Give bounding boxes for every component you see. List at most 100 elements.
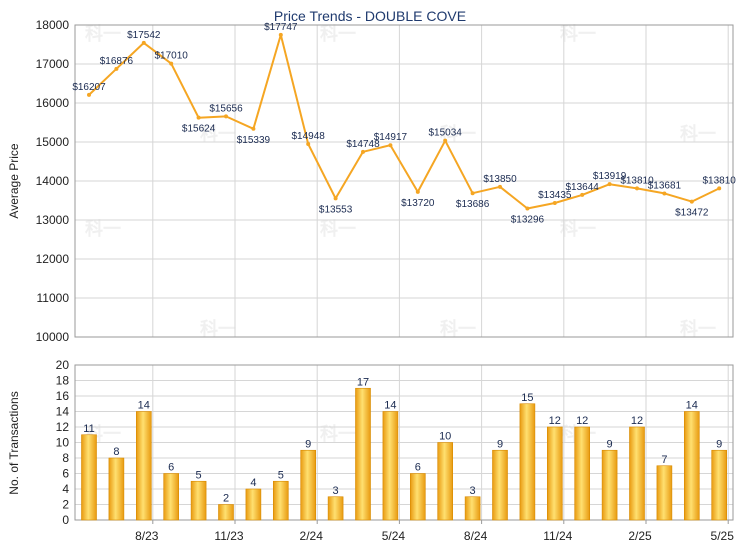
transactions-bar (108, 457, 125, 521)
transactions-data-label: 14 (686, 400, 698, 412)
transactions-y-tick-label: 0 (62, 513, 69, 527)
price-y-tick-label: 14000 (36, 174, 70, 188)
price-y-tick-label: 15000 (36, 135, 70, 149)
transactions-bar (382, 411, 399, 521)
x-tick-label: 2/25 (628, 529, 652, 543)
price-point (251, 126, 256, 131)
price-point (333, 196, 338, 201)
price-data-label: $16876 (100, 56, 134, 67)
price-point (278, 32, 283, 37)
price-data-label: $15034 (429, 128, 463, 139)
price-data-label: $14948 (292, 131, 326, 142)
x-tick-label: 11/24 (543, 529, 572, 543)
price-data-label: $13919 (593, 171, 627, 182)
transactions-data-label: 6 (168, 462, 174, 474)
price-data-label: $16207 (72, 82, 106, 93)
transactions-bar (519, 403, 536, 521)
transactions-bar (190, 480, 207, 521)
price-data-label: $13553 (319, 204, 353, 215)
price-point (443, 138, 448, 143)
price-point (388, 143, 393, 148)
transactions-data-label: 14 (138, 400, 150, 412)
price-point (580, 192, 585, 197)
watermark-text: 科一 (85, 218, 121, 239)
transactions-y-tick-label: 6 (62, 467, 69, 481)
transactions-bar (656, 465, 673, 521)
transactions-y-tick-label: 18 (56, 374, 70, 388)
price-point (525, 206, 530, 211)
price-data-label: $17010 (155, 51, 189, 62)
transactions-bar (683, 411, 700, 521)
price-y-tick-label: 17000 (36, 57, 70, 71)
x-tick-label: 11/23 (214, 529, 243, 543)
price-y-tick-label: 11000 (37, 291, 70, 305)
watermark-text: 科一 (440, 123, 476, 144)
price-data-label: $13296 (511, 214, 545, 225)
price-data-label: $14748 (346, 139, 380, 150)
transactions-bar (437, 442, 454, 521)
transactions-bar (218, 504, 234, 521)
price-point (415, 189, 420, 194)
watermark-text: 科一 (85, 23, 121, 44)
watermark-text: 科一 (680, 318, 716, 339)
price-point (224, 114, 228, 119)
transactions-data-label: 11 (83, 423, 94, 435)
price-data-label: $15624 (182, 124, 216, 135)
transactions-data-label: 10 (439, 431, 451, 443)
transactions-y-tick-label: 2 (62, 498, 69, 512)
transactions-data-label: 4 (250, 477, 256, 489)
transactions-y-tick-label: 14 (56, 405, 70, 419)
price-point (87, 92, 91, 97)
price-y-tick-label: 16000 (36, 96, 70, 110)
price-plot-frame (74, 24, 734, 338)
price-data-label: $15339 (237, 135, 271, 146)
transactions-y-tick-label: 8 (62, 451, 69, 465)
price-point (607, 182, 612, 187)
price-series: $16207 $16876 $17542 $17010 $15624 $15656 $153… (72, 22, 736, 226)
price-data-label: $13686 (456, 199, 490, 210)
transactions-bar (81, 434, 97, 521)
transactions-series: 11 8 14 6 5 2 4 5 9 3 17 14 6 10 3 9 15 12 12 9 12 7 14 9 (81, 376, 728, 521)
price-point (552, 201, 557, 206)
watermark-text: 科一 (200, 318, 236, 339)
transactions-bar (492, 449, 508, 521)
price-data-label: $13644 (566, 182, 600, 193)
price-data-label: $15656 (209, 103, 243, 114)
transactions-bar (629, 426, 645, 521)
watermark-text: 科一 (320, 423, 356, 444)
price-y-tick-label: 18000 (36, 18, 70, 32)
watermark-text: 科一 (680, 123, 716, 144)
price-point (196, 115, 201, 120)
transactions-bar (546, 426, 563, 521)
transactions-data-label: 6 (415, 462, 421, 474)
transactions-data-label: 5 (196, 469, 202, 481)
transactions-bar (711, 449, 728, 521)
transactions-y-axis-label: No. of Transactions (7, 391, 21, 494)
price-y-tick-label: 10000 (36, 330, 70, 344)
watermark-text: 科一 (320, 23, 356, 44)
price-y-tick-label: 12000 (36, 252, 70, 266)
transactions-bar (163, 473, 179, 521)
watermark-text: 科一 (440, 318, 476, 339)
x-tick-label: 5/24 (382, 529, 406, 543)
watermark-layer: 科一科一科一科一科一科一科一科一科一科一科一科一科一科一科一 (85, 23, 716, 444)
transactions-data-label: 5 (278, 469, 284, 481)
watermark-text: 科一 (560, 23, 596, 44)
price-point (498, 184, 502, 189)
price-point (169, 61, 174, 66)
price-point (635, 186, 639, 191)
transactions-data-label: 15 (521, 392, 533, 404)
price-data-label: $13681 (648, 180, 682, 191)
transactions-data-label: 9 (497, 438, 503, 450)
price-data-label: $13810 (703, 175, 737, 186)
price-y-ticks: 10000 11000 12000 13000 14000 15000 16000 17000… (36, 18, 70, 344)
price-point (689, 199, 694, 204)
transactions-bar (355, 387, 371, 521)
price-point (717, 186, 722, 191)
transactions-data-label: 9 (305, 438, 311, 450)
price-line (88, 33, 720, 210)
price-point (114, 66, 119, 71)
price-point (141, 40, 146, 45)
transactions-data-label: 12 (549, 415, 561, 427)
